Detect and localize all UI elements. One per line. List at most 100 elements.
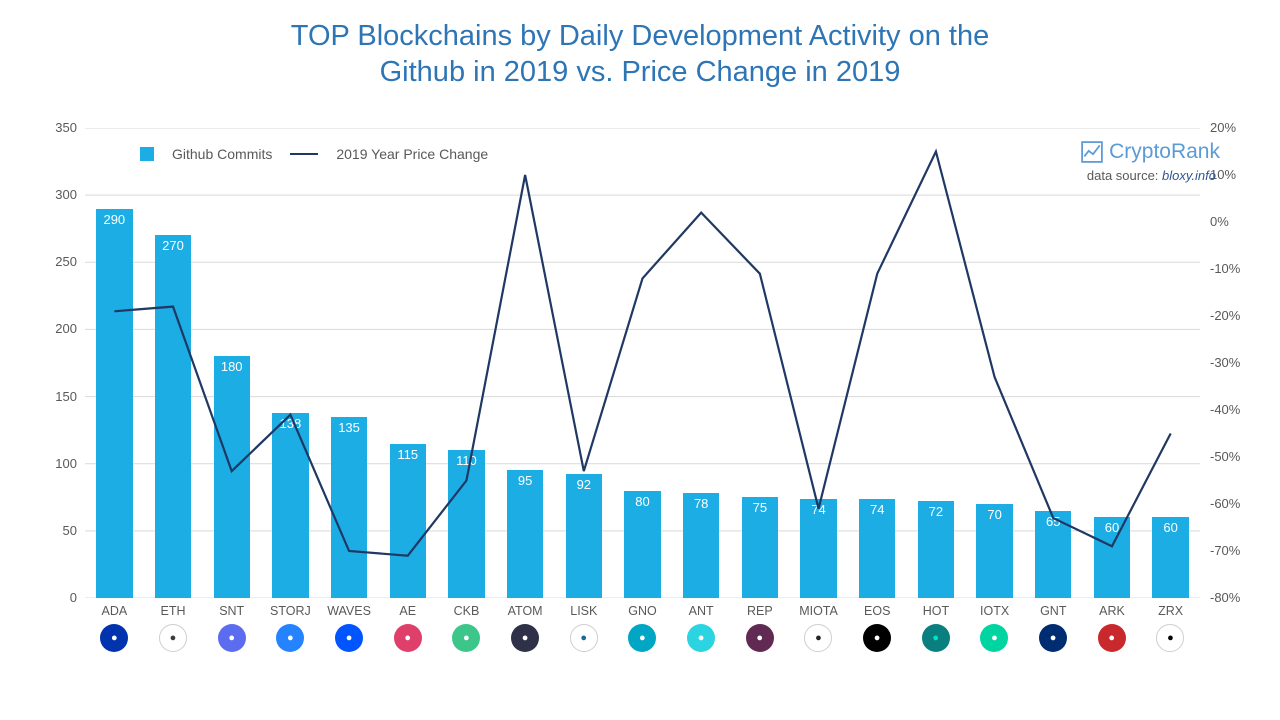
y-right-tick: -80%	[1210, 590, 1240, 605]
bar-LISK	[566, 474, 602, 598]
coin-icon-GNT: ●	[1039, 624, 1067, 652]
bar-value-GNO: 80	[624, 494, 660, 509]
chart-plot-area: 290 270 180 138 135 115 110 95 92 80 78 75 74 74 72 70 6…	[85, 128, 1200, 598]
bar-value-STORJ: 138	[272, 416, 308, 431]
bar-value-ZRX: 60	[1152, 520, 1188, 535]
chart-title-line1: TOP Blockchains by Daily Development Act…	[291, 20, 989, 52]
y-left-tick: 50	[63, 523, 77, 538]
y-right-tick: -40%	[1210, 402, 1240, 417]
bar-ATOM	[507, 470, 543, 598]
bar-AE	[390, 444, 426, 598]
x-category: ZRX	[1141, 604, 1200, 618]
bar-value-ARK: 60	[1094, 520, 1130, 535]
brand-logo: CryptoRank	[1081, 140, 1220, 164]
x-category: LISK	[554, 604, 613, 618]
chart-title: TOP Blockchains by Daily Development Act…	[0, 0, 1280, 91]
bar-value-ATOM: 95	[507, 473, 543, 488]
chart-legend: Github Commits 2019 Year Price Change	[140, 146, 488, 162]
coin-icon-ATOM: ●	[511, 624, 539, 652]
legend-bar-swatch	[140, 147, 154, 161]
coin-icon-STORJ: ●	[276, 624, 304, 652]
coin-icon-ANT: ●	[687, 624, 715, 652]
coin-icon-ZRX: ●	[1156, 624, 1184, 652]
cryptorank-icon	[1081, 141, 1103, 163]
data-source: data source: bloxy.info	[1087, 168, 1216, 183]
coin-icon-SNT: ●	[218, 624, 246, 652]
bar-ETH	[155, 235, 191, 598]
bar-STORJ	[272, 413, 308, 598]
coin-icon-EOS: ●	[863, 624, 891, 652]
x-category: EOS	[848, 604, 907, 618]
bar-value-AE: 115	[390, 447, 426, 462]
y-right-tick: -60%	[1210, 496, 1240, 511]
data-source-value: bloxy.info	[1162, 168, 1216, 183]
coin-icon-row: ● ● ● ● ● ● ● ● ● ● ● ● ● ● ● ● ● ● ●	[85, 624, 1200, 652]
coin-icon-ETH: ●	[159, 624, 187, 652]
coin-icon-ADA: ●	[100, 624, 128, 652]
y-left-tick: 350	[55, 120, 77, 135]
coin-icon-REP: ●	[746, 624, 774, 652]
y-right-tick: 20%	[1210, 120, 1236, 135]
y-left-tick: 150	[55, 389, 77, 404]
x-category: HOT	[907, 604, 966, 618]
x-category: ARK	[1083, 604, 1142, 618]
bar-value-LISK: 92	[566, 477, 602, 492]
legend-line-swatch	[290, 153, 318, 155]
y-right-tick: -70%	[1210, 543, 1240, 558]
bar-value-MIOTA: 74	[800, 502, 836, 517]
bar-WAVES	[331, 417, 367, 598]
coin-icon-IOTX: ●	[980, 624, 1008, 652]
y-right-tick: -10%	[1210, 261, 1240, 276]
y-right-tick: -50%	[1210, 449, 1240, 464]
data-source-label: data source:	[1087, 168, 1162, 183]
y-left-tick: 300	[55, 187, 77, 202]
x-category: ATOM	[496, 604, 555, 618]
x-category: MIOTA	[789, 604, 848, 618]
coin-icon-WAVES: ●	[335, 624, 363, 652]
x-category: GNT	[1024, 604, 1083, 618]
y-left-tick: 250	[55, 254, 77, 269]
bar-value-WAVES: 135	[331, 420, 367, 435]
x-category: CKB	[437, 604, 496, 618]
x-category: IOTX	[965, 604, 1024, 618]
bar-ADA	[96, 209, 132, 598]
bar-value-HOT: 72	[918, 504, 954, 519]
y-left-tick: 0	[70, 590, 77, 605]
x-category: SNT	[202, 604, 261, 618]
coin-icon-AE: ●	[394, 624, 422, 652]
coin-icon-CKB: ●	[452, 624, 480, 652]
y-left-tick: 100	[55, 456, 77, 471]
legend-bar-label: Github Commits	[172, 146, 272, 162]
y-right-tick: 0%	[1210, 214, 1229, 229]
x-category: STORJ	[261, 604, 320, 618]
bar-value-ANT: 78	[683, 496, 719, 511]
coin-icon-MIOTA: ●	[804, 624, 832, 652]
coin-icon-GNO: ●	[628, 624, 656, 652]
coin-icon-HOT: ●	[922, 624, 950, 652]
x-category: AE	[378, 604, 437, 618]
bars-layer: 290 270 180 138 135 115 110 95 92 80 78 75 74 74 72 70 6…	[85, 128, 1200, 598]
x-category: ETH	[144, 604, 203, 618]
y-left-tick: 200	[55, 321, 77, 336]
x-category: WAVES	[320, 604, 379, 618]
x-category: ANT	[672, 604, 731, 618]
legend-line-label: 2019 Year Price Change	[336, 146, 488, 162]
bar-CKB	[448, 450, 484, 598]
chart-title-line2: Github in 2019 vs. Price Change in 2019	[380, 56, 901, 88]
y-right-tick: -30%	[1210, 355, 1240, 370]
bar-value-CKB: 110	[448, 453, 484, 468]
x-category: ADA	[85, 604, 144, 618]
coin-icon-LISK: ●	[570, 624, 598, 652]
bar-value-IOTX: 70	[976, 507, 1012, 522]
brand-name: CryptoRank	[1109, 140, 1220, 164]
bar-value-ETH: 270	[155, 238, 191, 253]
bar-value-REP: 75	[742, 500, 778, 515]
x-category: REP	[731, 604, 790, 618]
bar-value-GNT: 65	[1035, 514, 1071, 529]
bar-value-SNT: 180	[214, 359, 250, 374]
bar-value-ADA: 290	[96, 212, 132, 227]
y-right-tick: -20%	[1210, 308, 1240, 323]
bar-value-EOS: 74	[859, 502, 895, 517]
coin-icon-ARK: ●	[1098, 624, 1126, 652]
bar-SNT	[214, 356, 250, 598]
